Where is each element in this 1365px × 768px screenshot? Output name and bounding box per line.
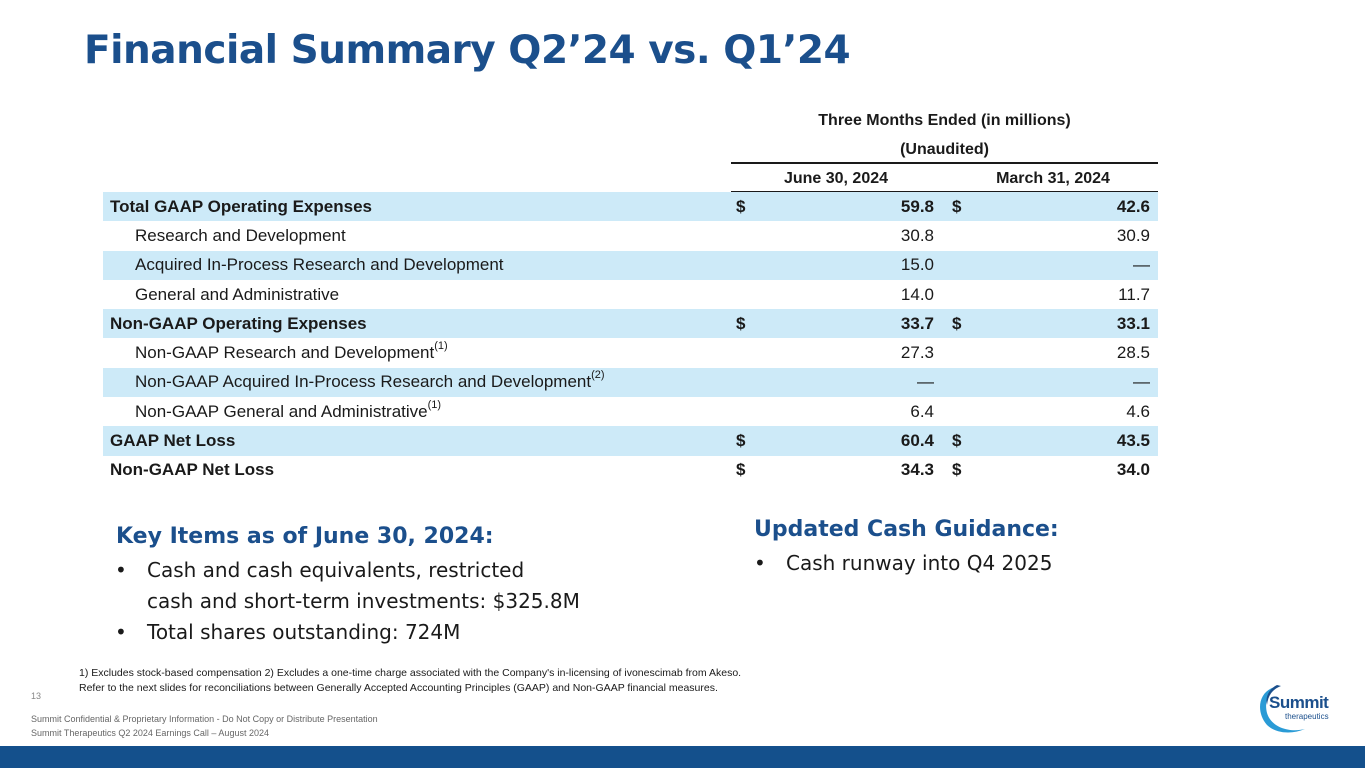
- footnote-marker: (1): [434, 340, 448, 353]
- logo-subtitle: therapeutics: [1285, 712, 1329, 721]
- value-june: 33.7: [900, 313, 934, 333]
- row-label: Acquired In-Process Research and Develop…: [135, 255, 504, 275]
- list-item: Cash and cash equivalents, restricted ca…: [115, 555, 580, 617]
- key-items-heading: Key Items as of June 30, 2024:: [116, 524, 494, 549]
- currency-symbol: $: [736, 431, 746, 451]
- bullet-text: cash and short-term investments: $325.8M: [147, 589, 580, 613]
- table-row: Non-GAAP General and Administrative(1) 6.…: [103, 397, 1158, 426]
- value-march: 34.0: [1116, 460, 1150, 480]
- cash-guidance-heading: Updated Cash Guidance:: [754, 517, 1059, 542]
- value-march: 30.9: [1116, 225, 1150, 245]
- header-group-title: Three Months Ended (in millions): [818, 112, 1071, 129]
- list-item: Cash runway into Q4 2025: [754, 548, 1052, 579]
- table-row: Non-GAAP Research and Development(1) 27.3…: [103, 338, 1158, 367]
- row-label: Non-GAAP General and Administrative: [135, 401, 428, 421]
- footnote-marker: (1): [427, 398, 442, 411]
- row-label: Non-GAAP Net Loss: [110, 460, 275, 480]
- financial-table: Three Months Ended (in millions) (Unaudi…: [103, 108, 1158, 485]
- value-june: —: [917, 372, 934, 392]
- event-label: Summit Therapeutics Q2 2024 Earnings Cal…: [31, 728, 269, 738]
- cash-guidance-list: Cash runway into Q4 2025: [754, 548, 1052, 579]
- currency-symbol: $: [736, 460, 746, 480]
- list-item: Total shares outstanding: 724M: [115, 617, 580, 648]
- value-march: 11.7: [1118, 284, 1150, 304]
- table-row: Total GAAP Operating Expenses $59.8 $42.6: [103, 192, 1158, 222]
- summit-logo: Summit therapeutics: [1255, 683, 1341, 735]
- table-header: Three Months Ended (in millions) (Unaudi…: [103, 108, 1158, 193]
- value-june: 27.3: [900, 343, 934, 363]
- col-header-march: March 31, 2024: [996, 170, 1110, 187]
- row-label: Non-GAAP Operating Expenses: [110, 313, 367, 333]
- row-label: Non-GAAP Research and Development: [135, 343, 435, 363]
- footnote: Refer to the next slides for reconciliat…: [79, 682, 718, 694]
- header-group-subtitle: (Unaudited): [900, 141, 989, 158]
- currency-symbol: $: [952, 313, 962, 333]
- table-row: Research and Development 30.8 30.9: [103, 221, 1158, 250]
- table-row: Non-GAAP Operating Expenses $33.7 $33.1: [103, 309, 1158, 339]
- currency-symbol: $: [952, 431, 962, 451]
- value-june: 34.3: [900, 460, 934, 480]
- row-label-wrap: Non-GAAP General and Administrative(1): [135, 398, 442, 422]
- row-label: General and Administrative: [135, 284, 340, 304]
- value-march: 4.6: [1126, 401, 1150, 421]
- row-label: Non-GAAP Acquired In-Process Research an…: [135, 372, 592, 392]
- footnote-marker: (2): [591, 369, 605, 382]
- bottom-bar: [0, 746, 1365, 768]
- value-june: 59.8: [900, 196, 934, 216]
- col-header-june: June 30, 2024: [783, 170, 889, 187]
- currency-symbol: $: [952, 460, 962, 480]
- value-march: 43.5: [1116, 431, 1150, 451]
- row-label: Total GAAP Operating Expenses: [110, 196, 372, 216]
- row-label: GAAP Net Loss: [110, 431, 236, 451]
- table-body: Total GAAP Operating Expenses $59.8 $42.6 R…: [103, 192, 1158, 485]
- key-items-list: Cash and cash equivalents, restricted ca…: [115, 555, 580, 648]
- value-march: —: [1133, 255, 1150, 275]
- footnote: 1) Excludes stock-based compensation 2) …: [79, 667, 742, 679]
- value-june: 30.8: [900, 225, 934, 245]
- currency-symbol: $: [736, 313, 746, 333]
- value-june: 6.4: [910, 401, 934, 421]
- logo-swoosh-icon: [1260, 685, 1305, 733]
- value-june: 15.0: [900, 255, 934, 275]
- table-row: Acquired In-Process Research and Develop…: [103, 250, 1158, 280]
- row-label: Research and Development: [135, 225, 346, 245]
- table-row: General and Administrative 14.0 11.7: [103, 280, 1158, 309]
- logo-name: Summit: [1269, 693, 1329, 712]
- value-june: 60.4: [900, 431, 934, 451]
- value-march: —: [1133, 372, 1150, 392]
- currency-symbol: $: [952, 196, 962, 216]
- table-row: Non-GAAP Net Loss $34.3 $34.0: [103, 456, 1158, 485]
- header-rule: [731, 162, 1158, 164]
- confidential-notice: Summit Confidential & Proprietary Inform…: [31, 714, 378, 724]
- row-label-wrap: Non-GAAP Research and Development(1): [135, 340, 448, 363]
- value-march: 42.6: [1116, 196, 1150, 216]
- page-number: 13: [31, 691, 42, 701]
- bullet-text: Cash and cash equivalents, restricted: [147, 558, 525, 582]
- value-march: 33.1: [1116, 313, 1150, 333]
- row-label-wrap: Non-GAAP Acquired In-Process Research an…: [135, 369, 605, 392]
- table-row: GAAP Net Loss $60.4 $43.5: [103, 426, 1158, 456]
- bullet-text: Total shares outstanding: 724M: [147, 620, 461, 644]
- slide-title: Financial Summary Q2’24 vs. Q1’24: [84, 28, 851, 73]
- currency-symbol: $: [736, 196, 746, 216]
- value-june: 14.0: [900, 284, 934, 304]
- value-march: 28.5: [1116, 343, 1150, 363]
- table-row: Non-GAAP Acquired In-Process Research an…: [103, 367, 1158, 398]
